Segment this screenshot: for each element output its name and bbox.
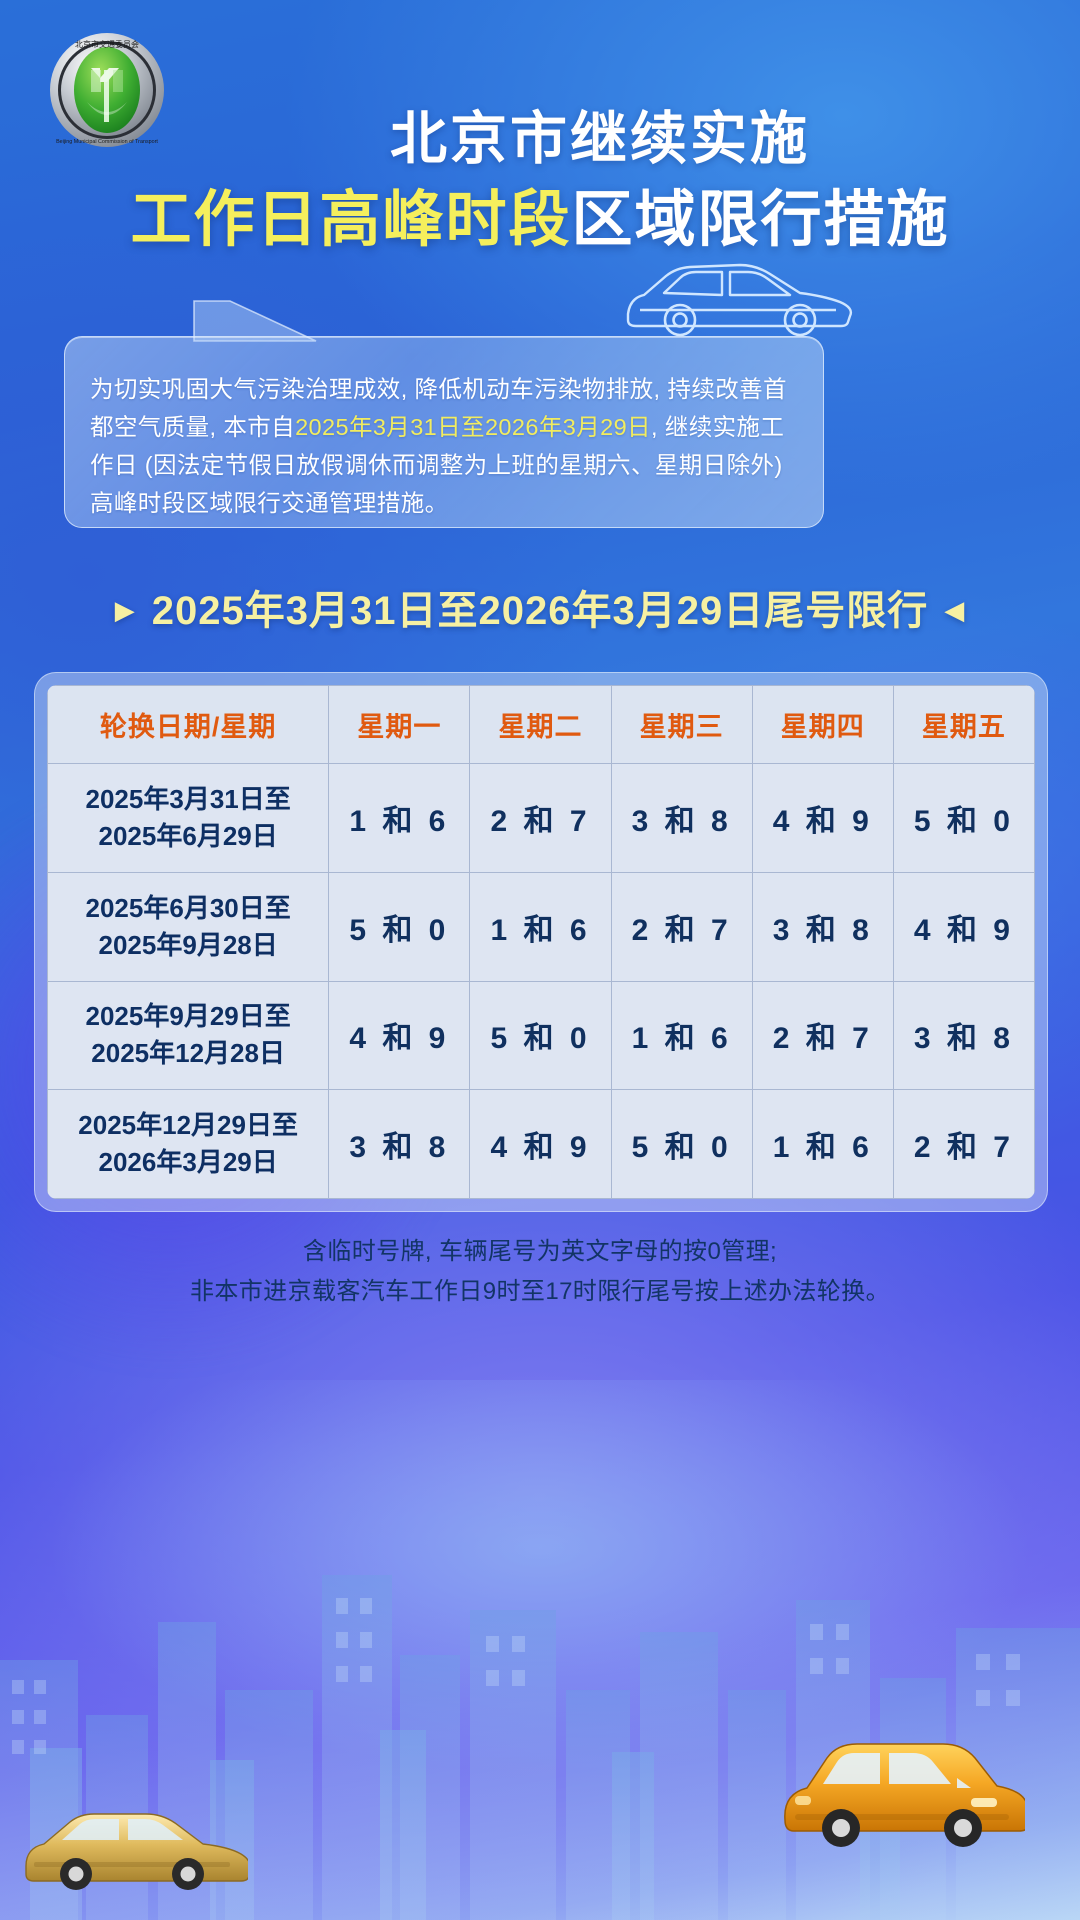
table-row: 2025年6月30日至 2025年9月28日 5 和 0 1 和 6 2 和 7… bbox=[47, 871, 1035, 982]
row-period-line2: 2025年6月29日 bbox=[98, 820, 278, 851]
cell-thursday: 1 和 6 bbox=[751, 1089, 894, 1199]
notice-text-part2: , 继续实施工作日 (因法定节假日放假调休而调整为上班的星期六、星期日除外) 高… bbox=[90, 414, 785, 516]
schedule-table: 轮换日期/星期 星期一 星期二 星期三 星期四 星期五 2025年3月31日至 … bbox=[47, 685, 1035, 1199]
column-header-period: 轮换日期/星期 bbox=[47, 685, 330, 764]
row-period-line1: 2025年9月29日至 bbox=[85, 1001, 291, 1032]
notice-text-part1: 为切实巩固大气污染治理成效, 降低机动车污染物排放, 持续改善首都空气质量, 本… bbox=[90, 376, 787, 440]
cell-thursday: 4 和 9 bbox=[751, 763, 894, 873]
column-header-tuesday: 星期二 bbox=[469, 685, 612, 764]
cell-friday: 2 和 7 bbox=[892, 1089, 1035, 1199]
cell-tuesday: 5 和 0 bbox=[469, 980, 612, 1091]
section-heading: ▶ 2025年3月31日至2026年3月29日尾号限行 ◀ bbox=[0, 578, 1080, 636]
row-period: 2025年9月29日至 2025年12月28日 bbox=[47, 980, 330, 1091]
cell-monday: 5 和 0 bbox=[328, 871, 471, 982]
table-row: 2025年9月29日至 2025年12月28日 4 和 9 5 和 0 1 和 … bbox=[47, 980, 1035, 1091]
cell-friday: 4 和 9 bbox=[892, 871, 1035, 982]
row-period-line2: 2025年12月28日 bbox=[91, 1038, 285, 1069]
cell-tuesday: 1 和 6 bbox=[469, 871, 612, 982]
cell-monday: 1 和 6 bbox=[328, 763, 471, 873]
row-period-line1: 2025年3月31日至 bbox=[85, 783, 291, 814]
orange-hatchback-icon bbox=[784, 1743, 1025, 1847]
column-header-thursday: 星期四 bbox=[751, 685, 894, 764]
row-period-line1: 2025年12月29日至 bbox=[78, 1110, 298, 1141]
row-period-line2: 2026年3月29日 bbox=[98, 1147, 278, 1178]
svg-text:北京市交通委员会: 北京市交通委员会 bbox=[75, 39, 139, 49]
cell-wednesday: 1 和 6 bbox=[610, 980, 753, 1091]
notice-date-highlight: 2025年3月31日至2026年3月29日 bbox=[295, 414, 651, 440]
right-triangle-icon: ◀ bbox=[944, 595, 966, 625]
footer-notes: 含临时号牌, 车辆尾号为英文字母的按0管理; 非本市进京载客汽车工作日9时至17… bbox=[0, 1232, 1080, 1312]
cell-monday: 4 和 9 bbox=[328, 980, 471, 1091]
row-period-line2: 2025年9月28日 bbox=[98, 929, 278, 960]
column-header-friday: 星期五 bbox=[892, 685, 1035, 764]
title-line-2: 工作日高峰时段区域限行措施 bbox=[0, 181, 1080, 257]
page-title: 北京市继续实施 工作日高峰时段区域限行措施 bbox=[0, 105, 1080, 257]
cell-wednesday: 5 和 0 bbox=[610, 1089, 753, 1199]
cell-wednesday: 2 和 7 bbox=[610, 871, 753, 982]
title-line-2-highlight: 工作日高峰时段 bbox=[130, 184, 572, 253]
title-line-2-rest: 区域限行措施 bbox=[571, 184, 950, 253]
cell-wednesday: 3 和 8 bbox=[610, 763, 753, 873]
notice-text: 为切实巩固大气污染治理成效, 降低机动车污染物排放, 持续改善首都空气质量, 本… bbox=[90, 370, 802, 522]
cell-thursday: 3 和 8 bbox=[751, 871, 894, 982]
row-period: 2025年12月29日至 2026年3月29日 bbox=[47, 1089, 330, 1199]
section-heading-text: 2025年3月31日至2026年3月29日尾号限行 bbox=[151, 589, 929, 633]
cell-thursday: 2 和 7 bbox=[751, 980, 894, 1091]
footer-note-1: 含临时号牌, 车辆尾号为英文字母的按0管理; bbox=[302, 1238, 778, 1265]
table-header-row: 轮换日期/星期 星期一 星期二 星期三 星期四 星期五 bbox=[47, 685, 1035, 764]
cell-friday: 5 和 0 bbox=[892, 763, 1035, 873]
cell-friday: 3 和 8 bbox=[892, 980, 1035, 1091]
title-line-1: 北京市继续实施 bbox=[390, 107, 810, 171]
cell-tuesday: 2 和 7 bbox=[469, 763, 612, 873]
column-header-wednesday: 星期三 bbox=[610, 685, 753, 764]
row-period: 2025年3月31日至 2025年6月29日 bbox=[47, 763, 330, 873]
schedule-table-card: 轮换日期/星期 星期一 星期二 星期三 星期四 星期五 2025年3月31日至 … bbox=[34, 672, 1048, 1212]
notice-bubble bbox=[64, 336, 824, 528]
gold-sedan-icon bbox=[25, 1813, 248, 1890]
row-period-line1: 2025年6月30日至 bbox=[85, 892, 291, 923]
column-header-monday: 星期一 bbox=[328, 685, 471, 764]
sedan-outline-icon bbox=[626, 263, 853, 337]
footer-note-2: 非本市进京载客汽车工作日9时至17时限行尾号按上述办法轮换。 bbox=[189, 1278, 891, 1305]
table-row: 2025年12月29日至 2026年3月29日 3 和 8 4 和 9 5 和 … bbox=[47, 1089, 1035, 1199]
left-triangle-icon: ▶ bbox=[114, 595, 136, 625]
beijing-transport-emblem-icon: 北京市交通委员会 Beijing Municipal Commission of… bbox=[50, 33, 164, 147]
cell-monday: 3 和 8 bbox=[328, 1089, 471, 1199]
cell-tuesday: 4 和 9 bbox=[469, 1089, 612, 1199]
svg-text:Beijing Municipal Commission o: Beijing Municipal Commission of Transpor… bbox=[56, 139, 158, 145]
row-period: 2025年6月30日至 2025年9月28日 bbox=[47, 871, 330, 982]
table-row: 2025年3月31日至 2025年6月29日 1 和 6 2 和 7 3 和 8… bbox=[47, 763, 1035, 873]
